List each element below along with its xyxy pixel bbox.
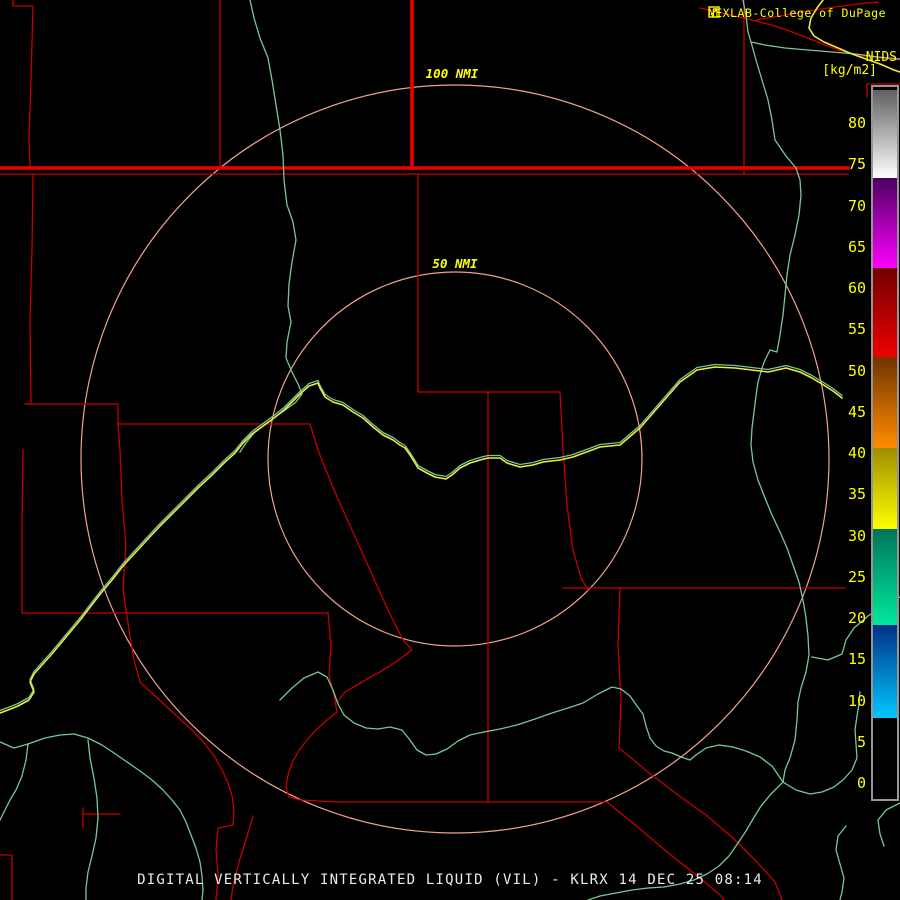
- county-boundary-line: [699, 7, 900, 61]
- range-ring-100nmi: [80, 84, 830, 834]
- vil-scale-tick: 50: [847, 361, 866, 380]
- river-line: [0, 363, 843, 712]
- county-boundary-line: [215, 809, 235, 900]
- county-boundary-line: [417, 173, 561, 393]
- river-line: [279, 671, 682, 758]
- river-line: [877, 802, 900, 847]
- range-ring-label-50nmi: 50 NMI: [432, 256, 478, 271]
- vil-scale-segment: [873, 528, 897, 625]
- river-line: [835, 825, 847, 900]
- river-line: [587, 781, 784, 900]
- vil-scale-segment: [873, 178, 897, 269]
- vil-scale-tick: 5: [856, 732, 866, 751]
- county-boundary-line: [117, 423, 141, 683]
- vil-scale-tick: 35: [847, 485, 866, 504]
- vil-scale-tick: 70: [847, 196, 866, 215]
- county-boundary-line: [230, 815, 254, 900]
- county-boundary-line: [82, 807, 121, 829]
- product-code-label: NIDS: [865, 50, 897, 65]
- county-boundary-line: [559, 391, 589, 591]
- county-boundary-line: [866, 83, 900, 98]
- cod-logo-icon: [708, 6, 720, 18]
- vil-scale-tick: 25: [847, 567, 866, 586]
- vil-scale-tick: 75: [847, 155, 866, 174]
- river-line: [239, 0, 303, 453]
- vil-scale-tick: 80: [847, 114, 866, 132]
- site-attribution: NEXLAB-College of DuPage: [708, 6, 886, 20]
- vil-scale-segment: [873, 624, 897, 718]
- county-boundary-line: [21, 449, 329, 614]
- river-line: [782, 691, 861, 795]
- vil-scale-segment: [873, 268, 897, 358]
- county-boundary-line: [12, 0, 34, 167]
- vil-scale-segment: [873, 357, 897, 449]
- river-line: [85, 739, 99, 900]
- county-boundary-line: [24, 403, 311, 425]
- vil-scale-tick: 0: [856, 774, 866, 792]
- county-boundary-line: [337, 801, 725, 900]
- vil-scale-tick: 10: [847, 691, 866, 710]
- river-line: [742, 0, 900, 60]
- vil-scale-tick: 45: [847, 402, 866, 421]
- river-line: [0, 733, 204, 900]
- vil-scale-tick: 30: [847, 526, 866, 545]
- county-boundary-line: [139, 681, 235, 811]
- highway-line: [808, 0, 900, 73]
- vil-scale-tick: 20: [847, 609, 866, 627]
- vil-scale-tick: 55: [847, 320, 866, 339]
- vil-scale-segment: [873, 717, 897, 797]
- site-attribution-text: NEXLAB-College of DuPage: [707, 6, 886, 20]
- vil-scale-tick: 15: [847, 650, 866, 669]
- vil-scale-tick: 40: [847, 444, 866, 462]
- product-title: DIGITAL VERTICALLY INTEGRATED LIQUID (VI…: [137, 872, 763, 888]
- river-line: [750, 41, 810, 783]
- range-ring-50nmi: [267, 271, 643, 647]
- county-boundary-line: [309, 423, 413, 703]
- county-boundary-line: [755, 1, 879, 21]
- vil-scale-segment: [873, 90, 897, 179]
- county-boundary-line: [0, 854, 13, 900]
- units-label: [kg/m2]: [822, 63, 877, 78]
- vil-scale-tick: 65: [847, 237, 866, 256]
- highway-line: [0, 366, 844, 714]
- vil-color-scale: [871, 85, 899, 801]
- range-ring-label-100nmi: 100 NMI: [425, 66, 479, 81]
- county-boundary-line: [285, 612, 339, 803]
- county-boundary-line: [617, 587, 783, 900]
- vil-scale-tick: 60: [847, 279, 866, 297]
- river-line: [0, 743, 29, 821]
- county-boundary-line: [24, 173, 34, 405]
- river-line: [680, 744, 784, 783]
- vil-scale-segment: [873, 448, 897, 529]
